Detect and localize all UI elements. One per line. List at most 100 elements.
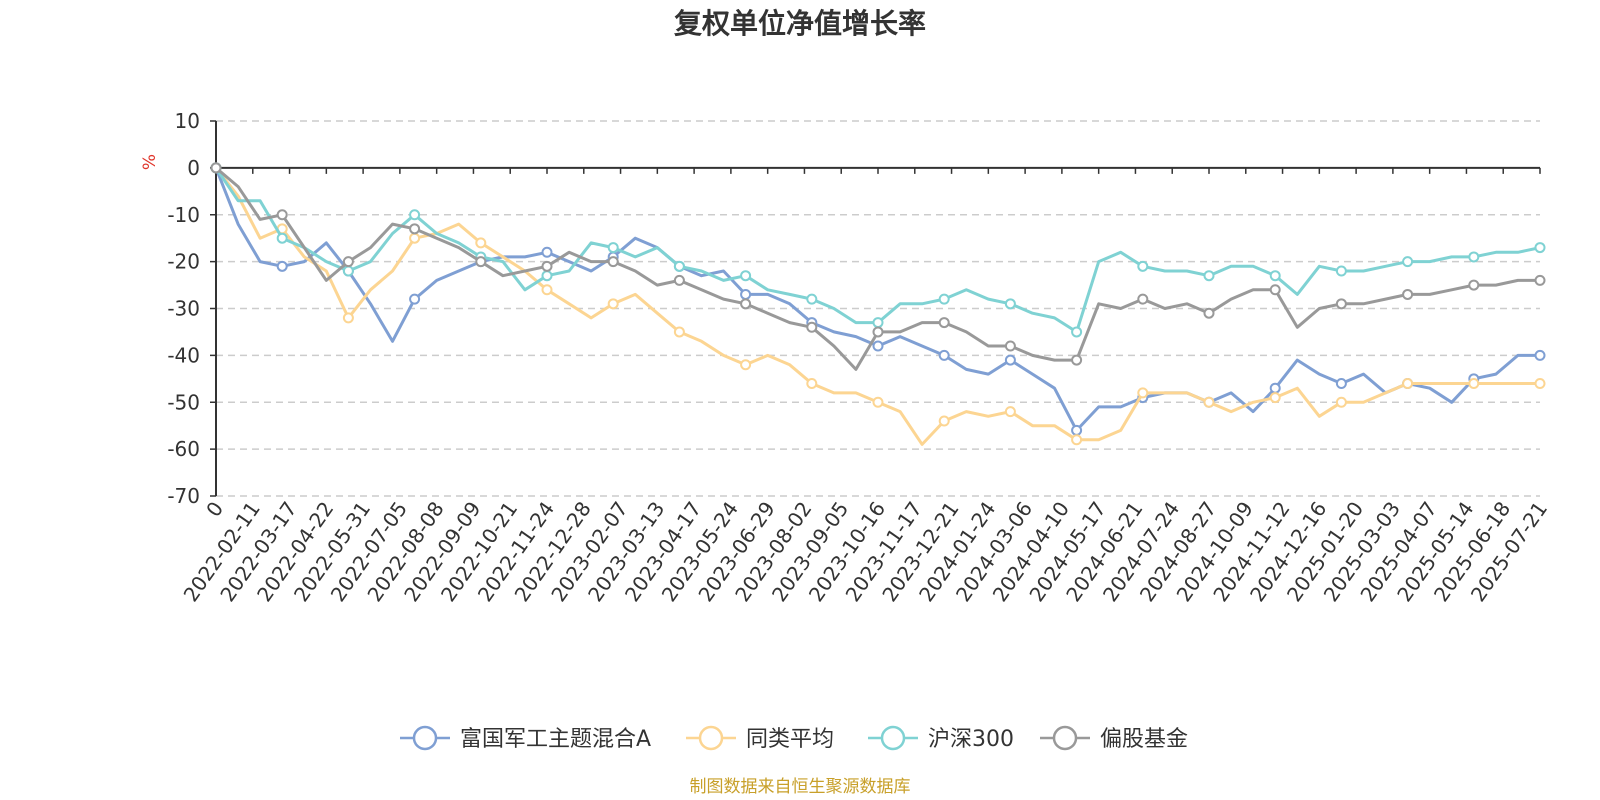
data-point [1269, 284, 1281, 296]
data-point [1071, 434, 1083, 446]
data-point [938, 317, 950, 329]
data-point [607, 242, 619, 254]
data-point [1004, 340, 1016, 352]
data-point [673, 274, 685, 286]
data-point [1137, 260, 1149, 272]
legend-label: 偏股基金 [1100, 727, 1188, 752]
data-point [1335, 378, 1347, 389]
series-3 [210, 162, 1546, 371]
data-point [1004, 298, 1016, 310]
legend-item-3[interactable]: 偏股基金 [1040, 725, 1188, 752]
legend-item-1[interactable]: 同类平均 [686, 725, 834, 752]
data-point [806, 293, 818, 305]
legend-marker [412, 725, 438, 751]
data-point [1203, 270, 1215, 282]
data-point [607, 256, 619, 268]
data-point [342, 256, 354, 268]
data-point [1203, 307, 1215, 319]
data-point [740, 298, 752, 310]
x-tick-label: 0 [201, 497, 228, 521]
legend-label: 同类平均 [746, 727, 834, 752]
data-point [342, 312, 354, 324]
y-tick-label: -30 [167, 297, 200, 321]
y-tick-label: -70 [167, 484, 200, 508]
data-point [1203, 396, 1215, 408]
data-point [1534, 378, 1546, 389]
y-tick-label: -50 [167, 390, 200, 414]
y-axis-unit-label: % [140, 154, 160, 170]
data-point [938, 293, 950, 305]
legend-item-0[interactable]: 富国军工主题混合A [400, 725, 651, 752]
legend-item-2[interactable]: 沪深300 [868, 725, 1014, 752]
data-point [342, 265, 354, 277]
data-point [475, 237, 487, 249]
data-point [1004, 354, 1016, 366]
data-point [1402, 378, 1414, 389]
data-point [541, 270, 553, 282]
data-point [541, 284, 553, 296]
y-tick-label: 10 [175, 109, 200, 133]
data-point [673, 260, 685, 272]
data-point [872, 326, 884, 338]
data-point [1137, 293, 1149, 305]
legend-label: 沪深300 [928, 727, 1014, 752]
data-point [409, 232, 421, 244]
data-point [1071, 354, 1083, 366]
data-point [1534, 242, 1546, 254]
data-point [541, 260, 553, 272]
data-point [872, 340, 884, 352]
data-point [1468, 378, 1480, 389]
data-point [409, 293, 421, 305]
data-point [475, 256, 487, 268]
series-2 [210, 162, 1546, 338]
data-point [541, 246, 553, 258]
data-point [1071, 326, 1083, 338]
data-point [872, 396, 884, 408]
series-0 [210, 162, 1546, 436]
series-lines [210, 162, 1546, 446]
legend-label: 富国军工主题混合A [460, 727, 651, 752]
data-point [1468, 251, 1480, 263]
legend-marker [698, 725, 724, 751]
legend-marker [1052, 725, 1078, 751]
data-point [938, 349, 950, 361]
data-point [806, 378, 818, 389]
data-point [1534, 274, 1546, 286]
legend-marker [880, 725, 906, 751]
data-point [1137, 387, 1149, 399]
data-point [1468, 279, 1480, 291]
data-point [607, 298, 619, 310]
data-point [740, 359, 752, 371]
y-tick-label: -60 [167, 437, 200, 461]
data-point [1335, 396, 1347, 408]
y-tick-label: -40 [167, 343, 200, 367]
x-axis-ticks: 02022-02-112022-03-172022-04-222022-05-3… [179, 167, 1552, 606]
data-point [1269, 392, 1281, 404]
data-point [673, 326, 685, 338]
data-point [740, 270, 752, 282]
data-point [1335, 298, 1347, 310]
data-point [409, 209, 421, 221]
data-point [1269, 270, 1281, 282]
data-point [1402, 256, 1414, 268]
y-tick-label: -20 [167, 250, 200, 274]
data-point [1402, 288, 1414, 300]
data-source-note: 制图数据来自恒生聚源数据库 [690, 777, 911, 797]
data-point [276, 260, 288, 272]
data-point [1071, 424, 1083, 436]
data-point [1335, 265, 1347, 277]
y-tick-label: 0 [187, 156, 200, 180]
legend[interactable]: 富国军工主题混合A 同类平均 沪深300 偏股基金 [400, 725, 1188, 752]
data-point [409, 223, 421, 235]
y-tick-label: -10 [167, 203, 200, 227]
data-point [938, 415, 950, 427]
data-point [1269, 382, 1281, 394]
data-point [1534, 349, 1546, 361]
chart-title: 复权单位净值增长率 [674, 7, 926, 40]
data-point [740, 288, 752, 300]
data-point [806, 321, 818, 333]
data-point [276, 232, 288, 244]
y-axis-ticks: 10 0 -10 -20 -30 -40 -50 -60 -70 [167, 109, 216, 508]
data-point [276, 209, 288, 221]
